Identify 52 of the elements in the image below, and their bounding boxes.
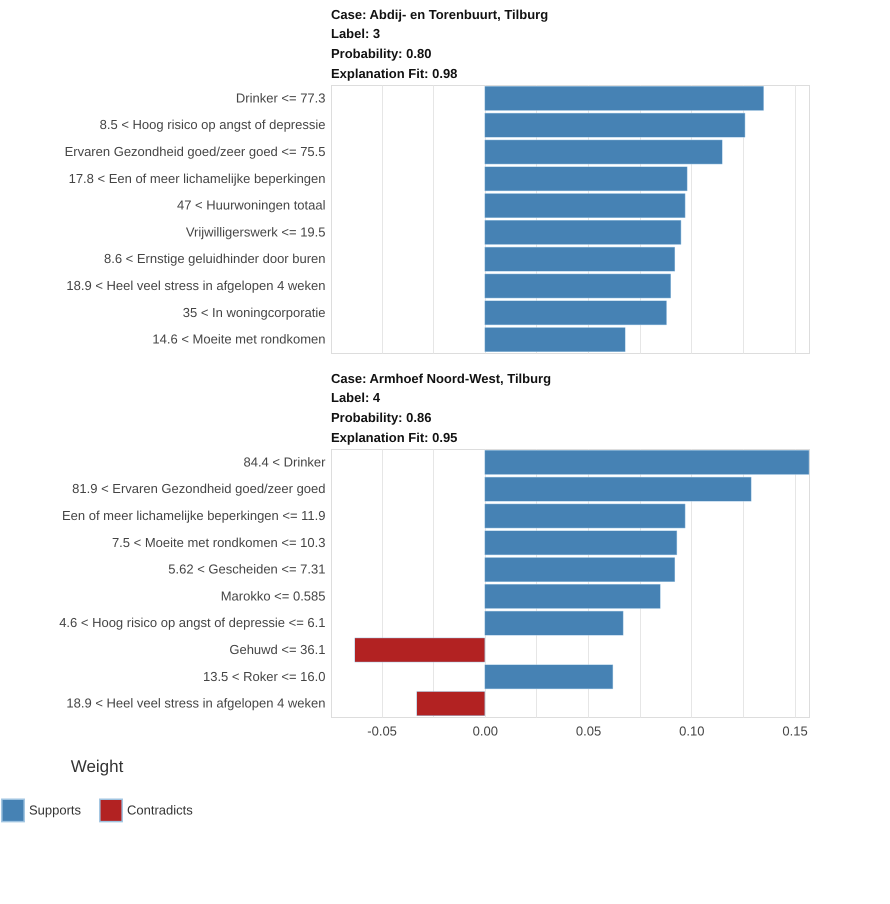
bar	[484, 610, 624, 636]
y-tick-label: 18.9 < Heel veel stress in afgelopen 4 weken	[66, 278, 326, 293]
bar	[484, 584, 661, 609]
bar	[484, 450, 810, 475]
y-tick-label: 5.62 < Gescheiden <= 7.31	[168, 562, 326, 577]
y-tick-label: Gehuwd <= 36.1	[229, 642, 326, 657]
y-tick-label: 81.9 < Ervaren Gezondheid goed/zeer goed	[72, 481, 326, 496]
y-tick-label: 35 < In woningcorporatie	[182, 304, 326, 320]
chart-title: Case: Armhoef Noord-West, Tilburg	[331, 371, 552, 386]
bar	[484, 300, 667, 326]
y-tick-label: 4.6 < Hoog risico op angst of depressie <= 6.1	[59, 615, 326, 630]
chart-title: Case: Abdij- en Torenbuurt, Tilburg	[331, 7, 548, 22]
x-tick-label: 0.00	[472, 724, 498, 738]
legend-label: Contradicts	[127, 802, 194, 818]
y-tick-label: 13.5 < Roker <= 16.0	[202, 668, 326, 684]
y-tick-label: 17.8 < Een of meer lichamelijke beperkingen	[68, 170, 326, 186]
chart-subtitle: Label: 3 Probability: 0.80 Explanation Fit: 0.98	[331, 26, 458, 81]
y-tick-label: 7.5 < Moeite met rondkomen <= 10.3	[112, 534, 326, 550]
bar	[484, 327, 626, 352]
y-tick-label: 8.6 < Ernstige geluidhinder door buren	[104, 251, 326, 266]
y-tick-label: 8.5 < Hoog risico op angst of depressie	[100, 117, 326, 132]
bar	[484, 504, 686, 528]
bar	[484, 112, 746, 138]
x-tick-label: -0.05	[367, 724, 397, 738]
y-tick-label: Een of meer lichamelijke beperkingen <= 11.9	[62, 508, 326, 523]
chart-subtitle: Label: 4 Probability: 0.86 Explanation Fit: 0.95	[331, 390, 458, 445]
bar	[484, 140, 723, 164]
x-tick-label: 0.10	[679, 724, 704, 738]
y-tick-label: Marokko <= 0.585	[220, 588, 326, 604]
bar	[484, 220, 682, 245]
y-tick-label: Vrijwilligerswerk <= 19.5	[186, 224, 326, 240]
bar	[484, 246, 676, 272]
legend-title: Weight	[70, 757, 124, 776]
y-tick-label: 84.4 < Drinker	[243, 454, 326, 470]
bar	[484, 86, 764, 111]
y-tick-label: 18.9 < Heel veel stress in afgelopen 4 weken	[66, 696, 326, 711]
bar	[416, 691, 486, 716]
bar	[484, 476, 752, 502]
bar	[484, 193, 686, 218]
y-tick-label: 14.6 < Moeite met rondkomen	[152, 332, 326, 347]
bar	[484, 530, 678, 556]
bar	[484, 664, 614, 690]
x-tick-label: 0.15	[782, 724, 808, 738]
y-tick-label: Drinker <= 77.3	[236, 90, 326, 106]
y-tick-label: Ervaren Gezondheid goed/zeer goed <= 75.5	[64, 144, 326, 159]
legend-label: Supports	[29, 802, 82, 818]
y-tick-label: 47 < Huurwoningen totaal	[176, 198, 326, 213]
x-tick-label: 0.05	[576, 724, 602, 738]
bar	[484, 274, 671, 298]
bar	[484, 166, 688, 192]
bar	[354, 638, 486, 662]
bar	[484, 557, 676, 582]
